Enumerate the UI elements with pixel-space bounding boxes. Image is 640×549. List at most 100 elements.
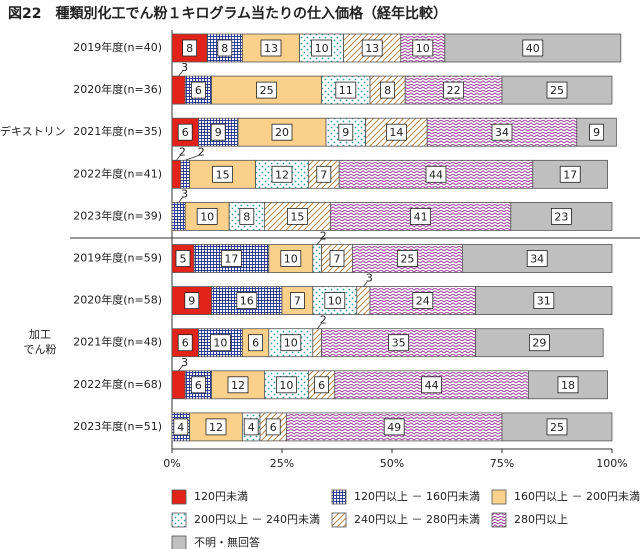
value-label: 3: [181, 61, 188, 74]
bar-segment: [180, 159, 191, 189]
value-label: 2: [179, 145, 186, 158]
value-label-box: [361, 39, 383, 57]
value-label-box: [421, 376, 443, 394]
value-label-box: [526, 250, 548, 267]
value-label: 10: [416, 42, 430, 55]
value-label: 13: [264, 42, 278, 55]
value-label: 9: [215, 126, 222, 139]
value-label-box: [388, 334, 410, 352]
value-label-box: [443, 81, 465, 99]
value-label-box: [271, 165, 293, 183]
category-label: 2023年度(n=51): [73, 419, 162, 433]
category-label: 2020年度(n=58): [73, 293, 162, 307]
value-label: 16: [240, 295, 254, 308]
value-label: 10: [279, 379, 293, 392]
value-label-box: [236, 292, 258, 310]
value-label-box: [177, 334, 193, 352]
value-label-box: [329, 250, 345, 267]
chart-title: 図22 種類別化工でん粉１キログラム当たりの仕入価格（経年比較）: [8, 5, 447, 22]
category-label: 2022年度(n=41): [73, 166, 162, 180]
value-label-box: [217, 39, 233, 57]
value-label: 14: [389, 126, 403, 139]
value-label-box: [265, 418, 281, 436]
value-label: 35: [392, 337, 406, 350]
x-tick-label: 100%: [596, 457, 627, 470]
value-label: 10: [328, 295, 342, 308]
value-label: 11: [339, 84, 353, 97]
value-label-box: [243, 418, 259, 436]
legend-label: 240円以上 － 280円未満: [354, 513, 480, 526]
value-label-box: [316, 165, 332, 183]
leader-line: [185, 154, 200, 161]
value-label-box: [522, 39, 544, 57]
value-label: 6: [318, 379, 325, 392]
value-label-box: [227, 376, 249, 394]
value-label: 7: [294, 295, 301, 308]
bar-segment: [307, 370, 336, 400]
value-label-box: [260, 39, 282, 57]
bar-segment: [312, 244, 322, 273]
leader-line: [178, 365, 183, 372]
value-label-box: [220, 250, 242, 267]
value-label: 44: [425, 379, 439, 392]
value-label-box: [380, 81, 396, 99]
value-label-box: [275, 376, 297, 394]
bar-segment: [356, 286, 371, 316]
legend-swatch: [171, 489, 187, 505]
value-label-box: [190, 81, 206, 99]
value-label: 2: [198, 145, 205, 158]
legend-swatch: [491, 512, 507, 528]
value-label-box: [335, 81, 357, 99]
value-label-box: [173, 418, 189, 436]
value-label: 25: [400, 253, 414, 266]
leader-line: [316, 239, 322, 245]
value-label: 9: [188, 295, 195, 308]
value-label: 6: [182, 126, 189, 139]
value-label-box: [286, 207, 308, 225]
value-label-box: [177, 123, 193, 141]
legend-swatch: [331, 512, 347, 528]
value-label: 49: [387, 421, 401, 434]
leader-line: [316, 323, 322, 329]
value-label: 31: [537, 295, 551, 308]
x-tick-label: 0%: [163, 457, 180, 470]
group-label: デキストリン: [0, 124, 66, 138]
category-label: 2020年度(n=36): [73, 82, 162, 96]
value-label-box: [546, 81, 568, 99]
value-label: 13: [365, 42, 379, 55]
value-label-box: [280, 334, 302, 352]
value-label-box: [289, 292, 305, 310]
value-label: 17: [563, 168, 577, 181]
value-label: 8: [186, 42, 193, 55]
value-label: 6: [195, 84, 202, 97]
legend-swatch: [331, 489, 347, 505]
value-label-box: [385, 123, 407, 141]
legend-label: 280円以上: [514, 513, 568, 526]
value-label: 10: [284, 337, 298, 350]
leader-line: [176, 155, 181, 161]
value-label: 10: [284, 253, 298, 266]
value-label-box: [559, 165, 581, 183]
value-label-box: [546, 418, 568, 436]
leader-line: [363, 281, 368, 287]
value-label: 15: [290, 210, 304, 223]
bar-segment: [365, 117, 428, 147]
value-label: 9: [593, 126, 600, 139]
value-label: 4: [177, 421, 184, 434]
value-label-box: [205, 418, 227, 436]
value-label: 3: [366, 272, 373, 285]
value-label: 6: [195, 379, 202, 392]
value-label-box: [256, 81, 278, 99]
value-label: 2: [320, 230, 327, 243]
value-label: 10: [315, 42, 329, 55]
value-label: 44: [429, 168, 443, 181]
value-label: 8: [221, 42, 228, 55]
value-label: 6: [252, 337, 259, 350]
category-label: 2022年度(n=68): [73, 377, 162, 391]
value-label: 12: [275, 168, 289, 181]
value-label: 8: [384, 84, 391, 97]
bar-segment: [312, 328, 322, 358]
value-label: 10: [213, 337, 227, 350]
value-label: 12: [231, 379, 245, 392]
